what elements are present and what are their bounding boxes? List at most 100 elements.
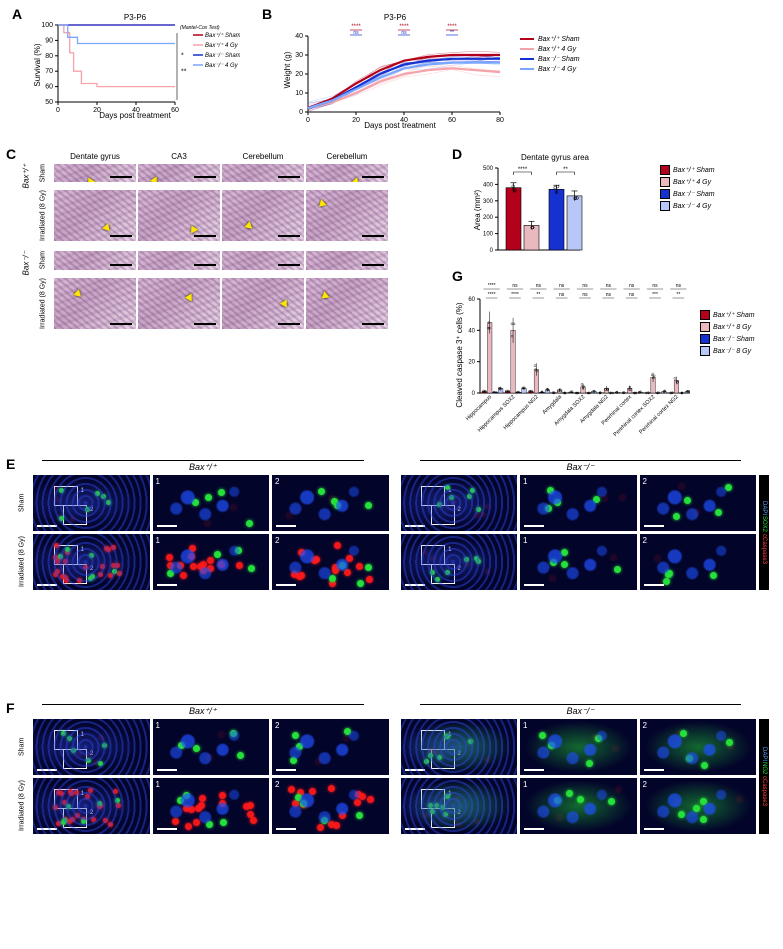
svg-text:50: 50: [45, 99, 53, 106]
fluor-f-geno-1: Bax⁻/⁻: [566, 706, 594, 716]
chartD-title: Dentate gyrus area: [521, 153, 590, 162]
svg-text:(Mantel-Cox Test): (Mantel-Cox Test): [180, 25, 220, 31]
dg-area-chart: Dentate gyrus area 0100200300400500*****…: [470, 150, 650, 260]
svg-text:0: 0: [490, 248, 494, 254]
histo-image: [54, 190, 136, 241]
panel-label-b: B: [262, 6, 272, 22]
histo-image: [138, 164, 220, 182]
histo-image: [306, 190, 388, 241]
stain-legend: DAPI SOX2 cCaspase3: [759, 475, 769, 590]
svg-text:0: 0: [306, 117, 310, 124]
svg-text:**: **: [536, 292, 540, 298]
svg-text:Perirhinal cortex SOX2: Perirhinal cortex SOX2: [613, 394, 657, 438]
svg-text:Amygdala: Amygdala: [542, 394, 564, 416]
svg-text:20: 20: [468, 360, 475, 366]
figure-root: A B C D G E F P3-P6 02040605060708090100…: [0, 0, 783, 949]
fluor-overview: 12: [401, 778, 518, 834]
legend-g: Bax⁺/⁺ ShamBax⁺/⁺ 8 GyBax⁻/⁻ ShamBax⁻/⁻ …: [700, 310, 755, 358]
fluor-zoom: 1: [153, 719, 270, 775]
histo-image: [54, 278, 136, 329]
fluor-zoom: 2: [640, 475, 757, 531]
svg-text:**: **: [181, 69, 187, 76]
fluorescence-f: Bax⁺/⁺ Bax⁻/⁻ Sham12121212DAPI NG2 cCasp…: [14, 704, 769, 834]
svg-text:ns: ns: [582, 283, 588, 289]
fluor-zoom: 2: [640, 719, 757, 775]
svg-text:****: ****: [488, 292, 496, 298]
histo-image: [138, 190, 220, 241]
svg-text:ns: ns: [401, 30, 407, 36]
fluor-overview: 12: [33, 719, 150, 775]
svg-text:40: 40: [295, 33, 303, 40]
svg-text:****: ****: [511, 292, 519, 298]
chartB-title: P3-P6: [384, 13, 407, 22]
fluor-zoom: 1: [520, 778, 637, 834]
svg-text:60: 60: [45, 84, 53, 91]
panel-label-c: C: [6, 146, 16, 162]
fluor-zoom: 1: [520, 475, 637, 531]
fluor-overview: 12: [401, 719, 518, 775]
fluor-zoom: 2: [272, 534, 389, 590]
fluor-row: Sham: [14, 719, 30, 775]
histo-image: [306, 164, 388, 182]
chartB-xlabel: Days post treatment: [364, 121, 436, 130]
chartB-ylabel: Weight (g): [283, 51, 292, 88]
svg-text:100: 100: [41, 22, 53, 29]
svg-text:***: ***: [652, 292, 658, 298]
svg-text:ns: ns: [536, 283, 542, 289]
svg-text:60: 60: [171, 107, 179, 114]
histo-image: [222, 251, 304, 269]
fluor-overview: 12: [401, 534, 518, 590]
fluor-zoom: 1: [153, 778, 270, 834]
fluor-overview: 12: [33, 534, 150, 590]
histo-image: [222, 278, 304, 329]
fluor-overview: 12: [401, 475, 518, 531]
colhdr-0: Dentate gyrus: [54, 150, 136, 164]
svg-text:Bax⁺/⁺ Sham: Bax⁺/⁺ Sham: [205, 32, 240, 39]
colhdr-2: Cerebellum: [222, 150, 304, 164]
fluor-zoom: 2: [640, 534, 757, 590]
svg-text:Bax⁺/⁺ 4 Gy: Bax⁺/⁺ 4 Gy: [205, 42, 239, 49]
svg-text:ns: ns: [582, 292, 588, 298]
svg-text:80: 80: [496, 117, 504, 124]
svg-text:10: 10: [295, 90, 303, 97]
fluor-zoom: 2: [272, 719, 389, 775]
legend-d: Bax⁺/⁺ ShamBax⁺/⁺ 4 GyBax⁻/⁻ ShamBax⁻/⁻ …: [660, 165, 715, 213]
histo-row-1-0: Sham: [34, 251, 52, 269]
fluor-zoom: 1: [153, 475, 270, 531]
histo-image: [138, 278, 220, 329]
fluor-zoom: 1: [520, 719, 637, 775]
svg-text:ns: ns: [512, 283, 518, 289]
svg-text:Bax⁻/⁻ Sham: Bax⁻/⁻ Sham: [205, 53, 240, 59]
svg-text:Perirhinal cortex NG2: Perirhinal cortex NG2: [638, 394, 679, 435]
svg-text:400: 400: [483, 182, 494, 188]
svg-text:**: **: [563, 167, 568, 173]
svg-text:ns: ns: [652, 283, 658, 289]
svg-text:60: 60: [468, 297, 475, 303]
colhdr-1: CA3: [138, 150, 220, 164]
histo-row-0-0: Sham: [34, 164, 52, 182]
histo-image: [306, 251, 388, 269]
fluor-zoom: 1: [153, 534, 270, 590]
histo-image: [222, 164, 304, 182]
svg-text:Bax⁻/⁻ 4 Gy: Bax⁻/⁻ 4 Gy: [205, 63, 239, 69]
svg-text:0: 0: [56, 107, 60, 114]
fluor-zoom: 2: [640, 778, 757, 834]
chartA-title: P3-P6: [124, 13, 147, 22]
chartA-ylabel: Survival (%): [33, 43, 42, 86]
histo-image: [54, 164, 136, 182]
svg-text:0: 0: [472, 391, 476, 397]
svg-text:ns: ns: [606, 292, 612, 298]
fluorescence-e: Bax⁺/⁺ Bax⁻/⁻ Sham12121212DAPI SOX2 cCas…: [14, 460, 769, 590]
histo-group-1: Bax⁻/⁻: [20, 251, 32, 275]
svg-text:ns: ns: [629, 292, 635, 298]
svg-text:20: 20: [295, 71, 303, 78]
svg-text:ns: ns: [676, 283, 682, 289]
svg-text:70: 70: [45, 68, 53, 75]
svg-text:ns: ns: [606, 283, 612, 289]
histo-group-0: Bax⁺/⁺: [20, 164, 32, 188]
svg-text:200: 200: [483, 215, 494, 221]
survival-chart: P3-P6 02040605060708090100(Mantel-Cox Te…: [30, 10, 240, 120]
svg-text:****: ****: [518, 167, 528, 173]
weight-chart: P3-P6 020406080010203040****ns****ns****…: [280, 10, 510, 130]
panel-label-d: D: [452, 146, 462, 162]
